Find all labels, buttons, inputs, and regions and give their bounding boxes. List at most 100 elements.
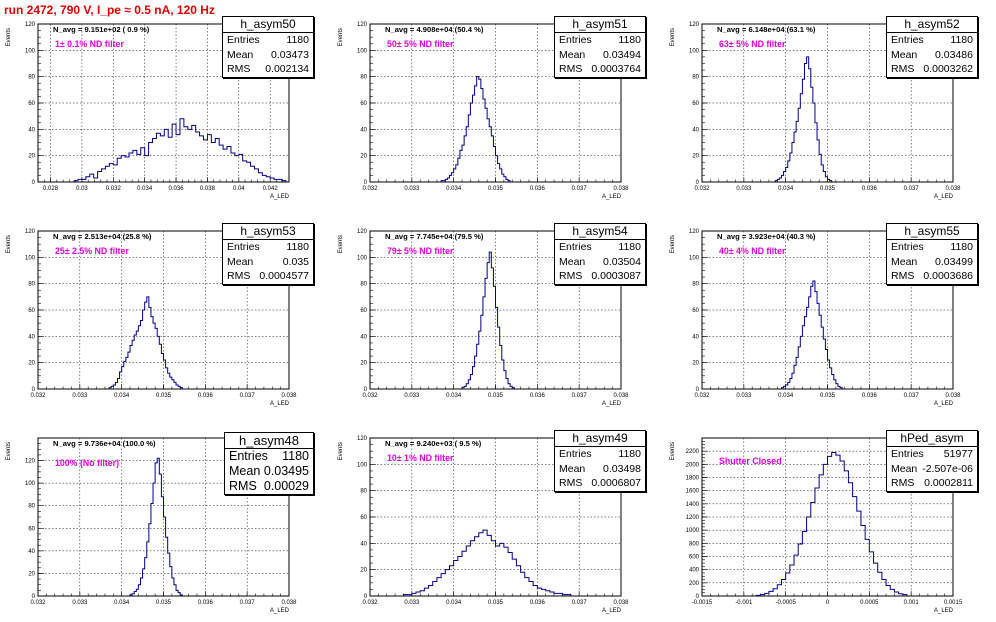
stats-row-entries: Entries 1180 (555, 447, 645, 462)
histogram-series (755, 451, 908, 596)
y-tick-label: 0 (696, 387, 700, 393)
stats-rms-value: 0.00029 (263, 479, 309, 493)
stats-mean-value: 0.03498 (603, 462, 641, 475)
stats-mean-value: 0.03504 (603, 255, 641, 268)
histogram-series (780, 280, 843, 389)
y-tick-label: 120 (689, 22, 700, 28)
n-avg-label: N_avg = 7.745e+04 (79.5 %) (385, 232, 484, 241)
histogram-canvas: 0.032 0.033 0.034 0.035 0.036 0.037 0.038 0 20 40… (670, 22, 961, 200)
x-tick-label: 0.036 (530, 393, 546, 399)
n-avg-label: N_avg = 3.923e+04 (40.3 %) (717, 232, 816, 241)
y-tick-label: 80 (28, 504, 35, 510)
stats-mean-value: 0.03486 (935, 48, 973, 61)
y-tick-label: 100 (689, 255, 700, 261)
x-tick-label: 0.035 (820, 186, 836, 192)
x-tick-label: 0.036 (862, 186, 878, 192)
x-tick-label: 0.036 (530, 186, 546, 192)
y-tick-label: 100 (357, 255, 368, 261)
stats-box: h_asym55 Entries 1180 Mean 0.03499 RMS 0.00036… (886, 223, 978, 285)
stats-rms-label: RMS (559, 270, 583, 282)
x-tick-label: 0.033 (72, 393, 88, 399)
y-tick-label: 0 (364, 180, 368, 186)
filter-label: Shutter Closed (719, 456, 782, 466)
stats-mean-label: Mean (227, 48, 254, 61)
n-avg-label: N_avg = 9.151e+02 ( 0.9 %) (53, 25, 150, 34)
stats-mean-label: Mean (227, 255, 254, 268)
y-tick-label: 80 (28, 75, 35, 81)
x-tick-label: 0.036 (530, 600, 546, 606)
stats-entries-label: Entries (559, 34, 592, 46)
y-tick-label: 40 (692, 127, 699, 133)
y-axis-label: Events (670, 442, 676, 460)
x-tick-label: 0.038 (281, 393, 297, 399)
stats-box: h_asym48 Entries 1180 Mean 0.03495 RMS 0.00029 (224, 432, 314, 495)
x-tick-label: 0.034 (114, 600, 130, 606)
x-axis-label: A_LED (934, 608, 954, 614)
stats-rms-value: 0.0004577 (259, 270, 309, 282)
y-tick-label: 40 (360, 541, 367, 547)
y-tick-label: 40 (28, 549, 35, 555)
stats-box: h_asym54 Entries 1180 Mean 0.03504 RMS 0.00030… (554, 223, 646, 285)
y-tick-label: 80 (360, 489, 367, 495)
x-tick-label: 0.035 (488, 600, 504, 606)
x-tick-label: 0.033 (404, 186, 420, 192)
n-avg-label: N_avg = 9.240e+03 ( 9.5 %) (385, 439, 482, 448)
page-title: run 2472, 790 V, I_pe ≈ 0.5 nA, 120 Hz (4, 3, 215, 17)
stats-rms-value: 0.0006807 (591, 477, 641, 489)
x-tick-label: 0.0005 (860, 600, 879, 606)
stats-entries-label: Entries (891, 34, 924, 46)
stats-entries-label: Entries (891, 448, 924, 460)
x-axis-label: A_LED (934, 401, 954, 407)
stats-row-mean: Mean 0.03504 (555, 255, 645, 270)
stats-rms-label: RMS (229, 479, 257, 493)
x-tick-label: 0.033 (404, 393, 420, 399)
filter-label: 25± 2.5% ND filter (55, 246, 129, 256)
x-tick-label: 0.038 (613, 393, 629, 399)
x-tick-label: 0.032 (694, 186, 710, 192)
histogram-name: h_asym53 (223, 224, 313, 240)
x-tick-label: 0.033 (72, 600, 88, 606)
x-tick-label: 0.036 (198, 600, 214, 606)
panel-h_asym53: 0.032 0.033 0.034 0.035 0.036 0.037 0.038 0 20 40… (0, 207, 332, 414)
y-tick-label: 40 (360, 334, 367, 340)
stats-row-rms: RMS 0.0002811 (887, 476, 977, 491)
filter-label: 10± 1% ND filter (387, 453, 454, 463)
panel-h_asym55: 0.032 0.033 0.034 0.035 0.036 0.037 0.038 0 20 40… (664, 207, 996, 414)
stats-entries-value: 1180 (618, 448, 641, 460)
x-tick-label: 0.034 (446, 600, 462, 606)
stats-rms-value: 0.0003262 (923, 63, 973, 75)
filter-label: 40± 4% ND filter (719, 246, 786, 256)
y-tick-label: 60 (28, 101, 35, 107)
filter-label: 1± 0.1% ND filter (55, 39, 124, 49)
stats-row-mean: Mean 0.03499 (887, 255, 977, 270)
y-tick-label: 120 (25, 229, 36, 235)
y-tick-label: 0 (696, 594, 700, 600)
stats-mean-value: 0.03494 (603, 48, 641, 61)
stats-row-mean: Mean 0.03498 (555, 462, 645, 477)
x-tick-label: 0.032 (30, 600, 46, 606)
y-tick-label: 20 (692, 361, 699, 367)
panel-h_asym49: 0.032 0.033 0.034 0.035 0.036 0.037 0.038 0 20 40… (332, 414, 664, 621)
x-tick-label: 0.032 (694, 393, 710, 399)
y-tick-label: 80 (360, 75, 367, 81)
stats-mean-label: Mean (229, 464, 261, 478)
histogram-series (440, 76, 511, 182)
stats-mean-label: Mean (559, 255, 586, 268)
y-tick-label: 0 (364, 594, 368, 600)
y-tick-label: 20 (360, 361, 367, 367)
stats-row-entries: Entries 1180 (555, 33, 645, 48)
x-tick-label: 0.032 (30, 393, 46, 399)
stats-mean-label: Mean (559, 48, 586, 61)
stats-row-mean: Mean 0.03495 (225, 464, 313, 479)
stats-box: h_asym50 Entries 1180 Mean 0.03473 RMS 0.00213… (222, 16, 314, 78)
x-axis-label: A_LED (602, 194, 622, 200)
stats-rms-value: 0.0003764 (591, 63, 641, 75)
y-tick-label: 120 (25, 459, 36, 465)
stats-row-rms: RMS 0.00029 (225, 479, 313, 494)
stats-box: h_asym53 Entries 1180 Mean 0.035 RMS 0.0004577 (222, 223, 314, 285)
stats-rms-label: RMS (891, 270, 915, 282)
y-tick-label: 60 (360, 515, 367, 521)
stats-mean-label: Mean (891, 462, 918, 475)
stats-mean-value: 0.035 (282, 255, 309, 268)
y-tick-label: 0 (364, 387, 368, 393)
